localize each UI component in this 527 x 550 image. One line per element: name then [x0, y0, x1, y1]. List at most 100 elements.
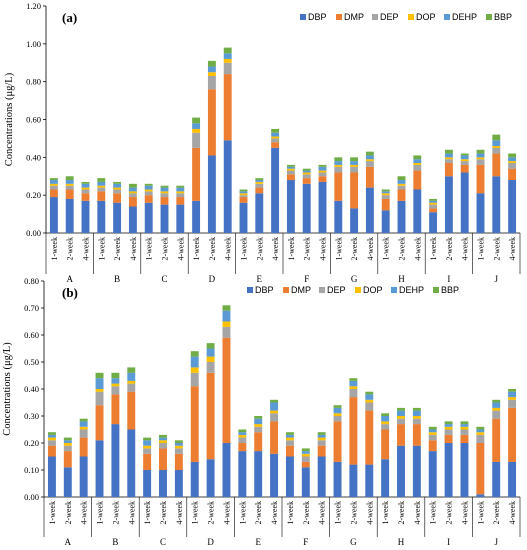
bar-segment-dmp-f-3 [318, 176, 327, 182]
bar-segment-dbp-h-2 [397, 200, 406, 233]
week-label: 2-week [349, 501, 358, 525]
bar-segment-bbp-j-3 [508, 153, 517, 158]
legend-swatch-bbp [486, 14, 492, 20]
week-label: 2-week [161, 237, 170, 261]
bar-segment-dmp-b-3 [127, 391, 136, 430]
legend-label-dbp: DBP [255, 285, 274, 295]
bar-segment-dep-c-2 [160, 193, 169, 198]
bar-segment-bbp-a-1 [47, 432, 56, 435]
bar-segment-dbp-e-1 [238, 451, 247, 497]
week-label: 1-week [145, 237, 154, 261]
week-label: 1-week [143, 501, 152, 525]
bar-segment-dehp-g-3 [365, 155, 374, 160]
bar-segment-bbp-j-2 [492, 399, 501, 403]
bar-segment-dmp-h-1 [381, 429, 390, 460]
bar-segment-dop-a-1 [47, 437, 56, 441]
bar-segment-dbp-a-2 [63, 467, 72, 497]
bar-segment-bbp-e-2 [254, 416, 263, 419]
bar-segment-dop-i-1 [429, 202, 438, 205]
week-label: 4-week [129, 237, 138, 261]
bar-segment-dmp-d-1 [190, 386, 199, 462]
legend-label-dmp: DMP [344, 12, 364, 22]
bar-segment-dmp-c-1 [144, 195, 153, 203]
bar-segment-dehp-e-3 [270, 402, 279, 411]
y-tick-label: 0.00 [24, 492, 39, 502]
bar-segment-dehp-e-1 [238, 432, 247, 435]
bar-segment-dehp-c-3 [176, 187, 185, 192]
bar-segment-dmp-e-3 [271, 142, 280, 148]
bar-segment-dmp-a-3 [79, 437, 88, 457]
bar-segment-dmp-h-2 [397, 424, 405, 446]
bar-segment-dehp-g-1 [334, 161, 343, 165]
bar-segment-dmp-i-3 [460, 434, 469, 443]
bar-segment-dep-d-2 [206, 362, 215, 373]
group-label-f: F [304, 274, 309, 284]
bar-segment-bbp-h-3 [412, 407, 421, 411]
week-label: 2-week [302, 501, 311, 525]
legend-swatch-dmp [336, 14, 342, 20]
bar-segment-dbp-a-3 [79, 456, 88, 497]
bar-segment-dop-b-1 [95, 389, 104, 392]
bar-segment-dmp-g-2 [349, 397, 358, 465]
bar-segment-dep-e-3 [271, 138, 280, 143]
week-label: 4-week [271, 237, 280, 261]
bar-segment-bbp-j-2 [492, 134, 501, 141]
bar-segment-dbp-f-3 [317, 456, 326, 497]
bar-segment-bbp-c-1 [143, 437, 152, 441]
bar-segment-dehp-b-2 [113, 183, 122, 188]
bar-segment-dbp-b-1 [97, 200, 106, 233]
bar-segment-dehp-e-2 [255, 180, 264, 182]
bar-segment-dmp-c-3 [176, 197, 185, 205]
bar-segment-dmp-d-1 [192, 147, 201, 201]
legend-swatch-dop [408, 14, 414, 20]
week-label: 1-week [191, 501, 200, 525]
bar-segment-dmp-f-2 [301, 461, 310, 468]
bar-segment-dbp-i-1 [428, 451, 437, 497]
legend-label-dop: DOP [416, 12, 436, 22]
bar-segment-bbp-a-2 [63, 437, 72, 441]
week-label: 1-week [334, 501, 343, 525]
bar-segment-dmp-f-3 [317, 445, 326, 457]
group-label-d: D [207, 537, 214, 547]
bar-segment-bbp-d-1 [192, 117, 201, 124]
bar-segment-dbp-c-1 [144, 202, 153, 233]
week-label: 1-week [97, 237, 106, 261]
y-axis-label: Concentrations (μg/L) [2, 342, 13, 436]
bar-segment-dep-b-1 [97, 187, 106, 192]
group-label-e: E [255, 537, 261, 547]
week-label: 1-week [192, 237, 201, 261]
bar-segment-dep-i-1 [429, 204, 438, 209]
bar-segment-dehp-i-2 [444, 153, 453, 158]
bar-segment-dehp-i-1 [429, 200, 438, 203]
panel-label: (a) [62, 10, 77, 25]
bar-segment-dbp-d-2 [206, 459, 215, 497]
bar-segment-dbp-b-1 [95, 440, 104, 497]
bar-segment-dep-a-3 [79, 429, 88, 438]
legend-swatch-dop [355, 287, 361, 293]
bar-segment-dbp-e-2 [255, 193, 264, 233]
bar-segment-dop-j-1 [476, 157, 485, 160]
y-tick-label: 0.40 [24, 384, 39, 394]
bar-segment-dehp-f-1 [285, 434, 294, 438]
bar-segment-dop-e-2 [255, 181, 264, 184]
bar-segment-dep-i-3 [460, 161, 469, 165]
bar-segment-dep-j-2 [492, 410, 501, 419]
bar-segment-dep-d-2 [207, 75, 216, 90]
bar-segment-dep-h-1 [381, 195, 390, 199]
bar-segment-bbp-a-1 [49, 178, 58, 181]
bar-segment-dep-g-2 [349, 389, 358, 398]
bar-segment-dop-d-1 [192, 128, 201, 133]
legend-label-dep: DEP [380, 12, 399, 22]
bar-segment-dop-i-2 [444, 157, 453, 160]
bar-segment-dbp-f-1 [285, 456, 294, 497]
bar-segment-dop-e-2 [254, 424, 263, 427]
legend-label-dehp: DEHP [399, 285, 424, 295]
bar-segment-bbp-f-2 [301, 448, 310, 452]
bar-segment-dmp-j-1 [476, 164, 485, 194]
bar-segment-dep-e-3 [270, 413, 279, 422]
bar-segment-dep-h-2 [397, 418, 405, 425]
bar-segment-dop-i-3 [460, 426, 469, 430]
bar-segment-dehp-j-3 [508, 391, 517, 398]
bar-segment-dep-d-1 [192, 132, 201, 148]
week-label: 4-week [176, 237, 185, 261]
